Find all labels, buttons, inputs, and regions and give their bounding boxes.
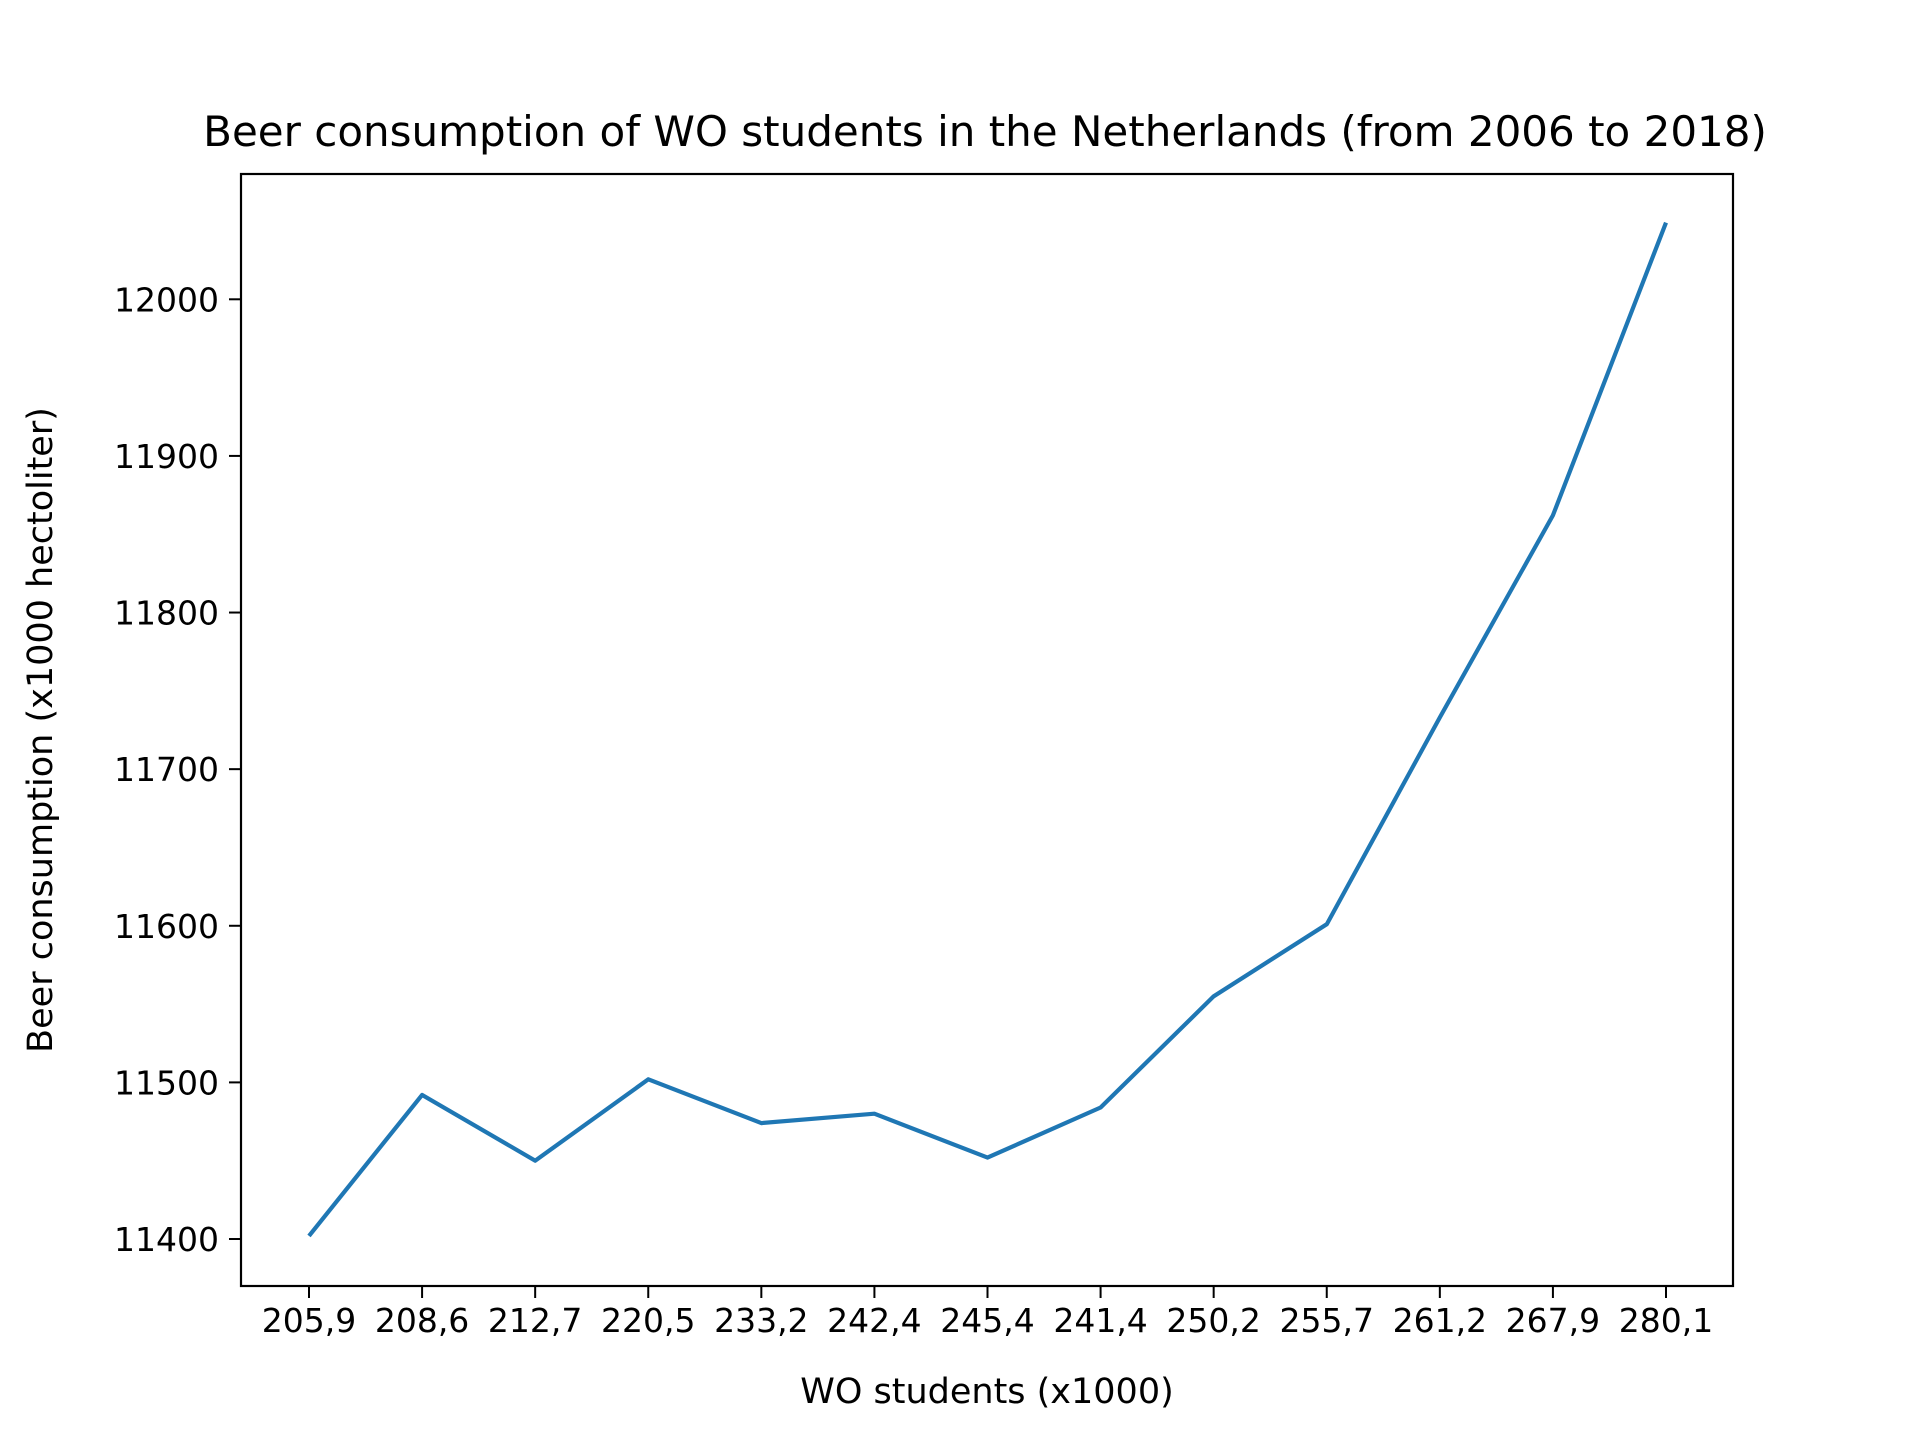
- y-tick-label: 11500: [114, 1063, 219, 1102]
- data-point: [986, 1156, 990, 1160]
- data-point: [307, 1234, 311, 1238]
- x-tick-label: 241,4: [1053, 1301, 1147, 1340]
- x-tick-label: 245,4: [940, 1301, 1034, 1340]
- x-tick-label: 205,9: [262, 1301, 356, 1340]
- y-axis-label: Beer consumption (x1000 hectoliter): [21, 407, 61, 1053]
- data-point: [533, 1159, 537, 1163]
- series-layer: [307, 221, 1668, 1238]
- data-point: [759, 1121, 763, 1125]
- x-tick-label: 242,4: [827, 1301, 921, 1340]
- plot-area: 205,9 208,6 212,7 220,5 233,2 242,4 245,4 241,4…: [114, 172, 1735, 1340]
- data-point: [1212, 994, 1216, 998]
- series-line-0: [307, 221, 1668, 1238]
- y-tick-label: 11700: [114, 750, 219, 789]
- x-axis: 205,9 208,6 212,7 220,5 233,2 242,4 245,4 241,4…: [262, 1286, 1713, 1340]
- data-point: [1438, 715, 1442, 719]
- x-tick-label: 212,7: [488, 1301, 582, 1340]
- y-tick-label: 11600: [114, 907, 219, 946]
- x-tick-label: 250,2: [1166, 1301, 1260, 1340]
- x-tick-label: 280,1: [1619, 1301, 1713, 1340]
- x-tick-label: 261,2: [1393, 1301, 1487, 1340]
- y-axis: 11400 11500 11600 11700 11800 11900 12000: [114, 280, 241, 1259]
- x-axis-label: WO students (x1000): [800, 1372, 1174, 1412]
- x-tick-label: 267,9: [1506, 1301, 1600, 1340]
- data-point: [420, 1093, 424, 1097]
- x-tick-label: 208,6: [375, 1301, 469, 1340]
- chart-title: Beer consumption of WO students in the N…: [203, 107, 1767, 156]
- data-point: [646, 1077, 650, 1081]
- data-point: [1551, 513, 1555, 517]
- data-point: [872, 1112, 876, 1116]
- x-tick-label: 233,2: [714, 1301, 808, 1340]
- data-point: [1099, 1105, 1103, 1109]
- x-tick-label: 220,5: [601, 1301, 695, 1340]
- data-point: [1325, 922, 1329, 926]
- data-point: [1664, 221, 1668, 225]
- y-tick-label: 12000: [114, 280, 219, 319]
- y-tick-label: 11400: [114, 1220, 219, 1259]
- y-tick-label: 11900: [114, 437, 219, 476]
- x-tick-label: 255,7: [1280, 1301, 1374, 1340]
- y-tick-label: 11800: [114, 594, 219, 633]
